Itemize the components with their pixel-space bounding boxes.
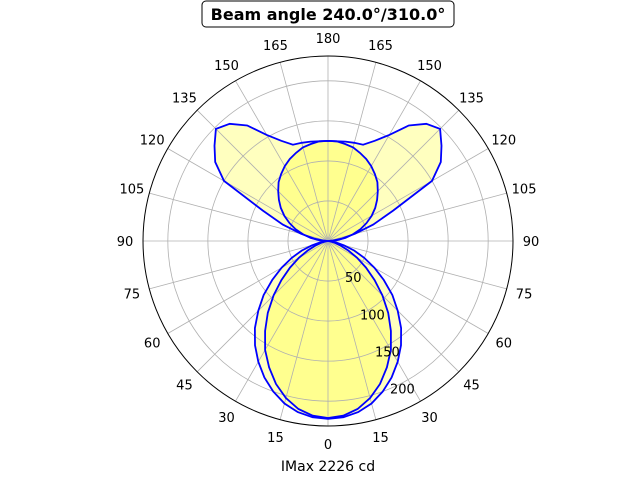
angular-gridline — [327, 148, 489, 242]
angle-tick-label: 15 — [267, 431, 284, 446]
angular-gridline — [279, 62, 329, 242]
radial-tick-label: 50 — [345, 271, 362, 286]
angle-tick-label: 165 — [263, 39, 288, 54]
x-axis-label: IMax 2226 cd — [281, 459, 375, 475]
radial-tick-label: 200 — [390, 383, 415, 398]
angular-gridline — [327, 240, 507, 290]
angle-tick-label: 90 — [117, 235, 134, 250]
angular-gridline — [235, 80, 329, 242]
angle-tick-label: 120 — [491, 134, 516, 149]
angle-tick-label: 30 — [218, 411, 235, 426]
angle-tick-label: 60 — [144, 337, 161, 352]
title-box — [201, 0, 455, 28]
angle-tick-label: 75 — [516, 288, 533, 303]
angle-tick-label: 135 — [172, 91, 197, 106]
angle-tick-label: 180 — [316, 32, 341, 47]
angular-gridline — [327, 80, 421, 242]
angular-gridline — [327, 62, 377, 242]
angle-tick-label: 45 — [463, 379, 480, 394]
angle-tick-label: 150 — [417, 59, 442, 74]
angular-gridline — [327, 240, 377, 420]
angular-gridline — [196, 240, 329, 373]
angular-gridline — [196, 109, 329, 242]
angle-tick-label: 75 — [124, 288, 141, 303]
angular-gridline — [235, 240, 329, 402]
angle-tick-label: 60 — [496, 337, 513, 352]
series-line-1 — [264, 139, 392, 419]
outer-frame — [142, 55, 514, 427]
angle-tick-label: 165 — [368, 39, 393, 54]
angular-gridline — [327, 240, 421, 402]
angle-tick-label: 150 — [214, 59, 239, 74]
angle-tick-label: 105 — [512, 182, 537, 197]
angle-tick-label: 105 — [120, 182, 145, 197]
angle-tick-label: 135 — [459, 91, 484, 106]
radial-tick-label: 150 — [375, 345, 400, 360]
radial-tick-label: 100 — [360, 308, 385, 323]
angle-tick-label: 120 — [140, 134, 165, 149]
angular-gridline — [149, 240, 329, 290]
angular-gridline — [279, 240, 329, 420]
angular-gridline — [167, 148, 329, 242]
angle-tick-label: 0 — [324, 438, 332, 453]
angular-gridline — [327, 240, 460, 373]
chart-title: Beam angle 240.0°/310.0° — [211, 5, 446, 24]
angle-tick-label: 45 — [176, 379, 193, 394]
angle-tick-label: 30 — [421, 411, 438, 426]
angle-tick-label: 15 — [372, 431, 389, 446]
angular-gridline — [327, 109, 460, 242]
angle-tick-label: 90 — [523, 235, 540, 250]
